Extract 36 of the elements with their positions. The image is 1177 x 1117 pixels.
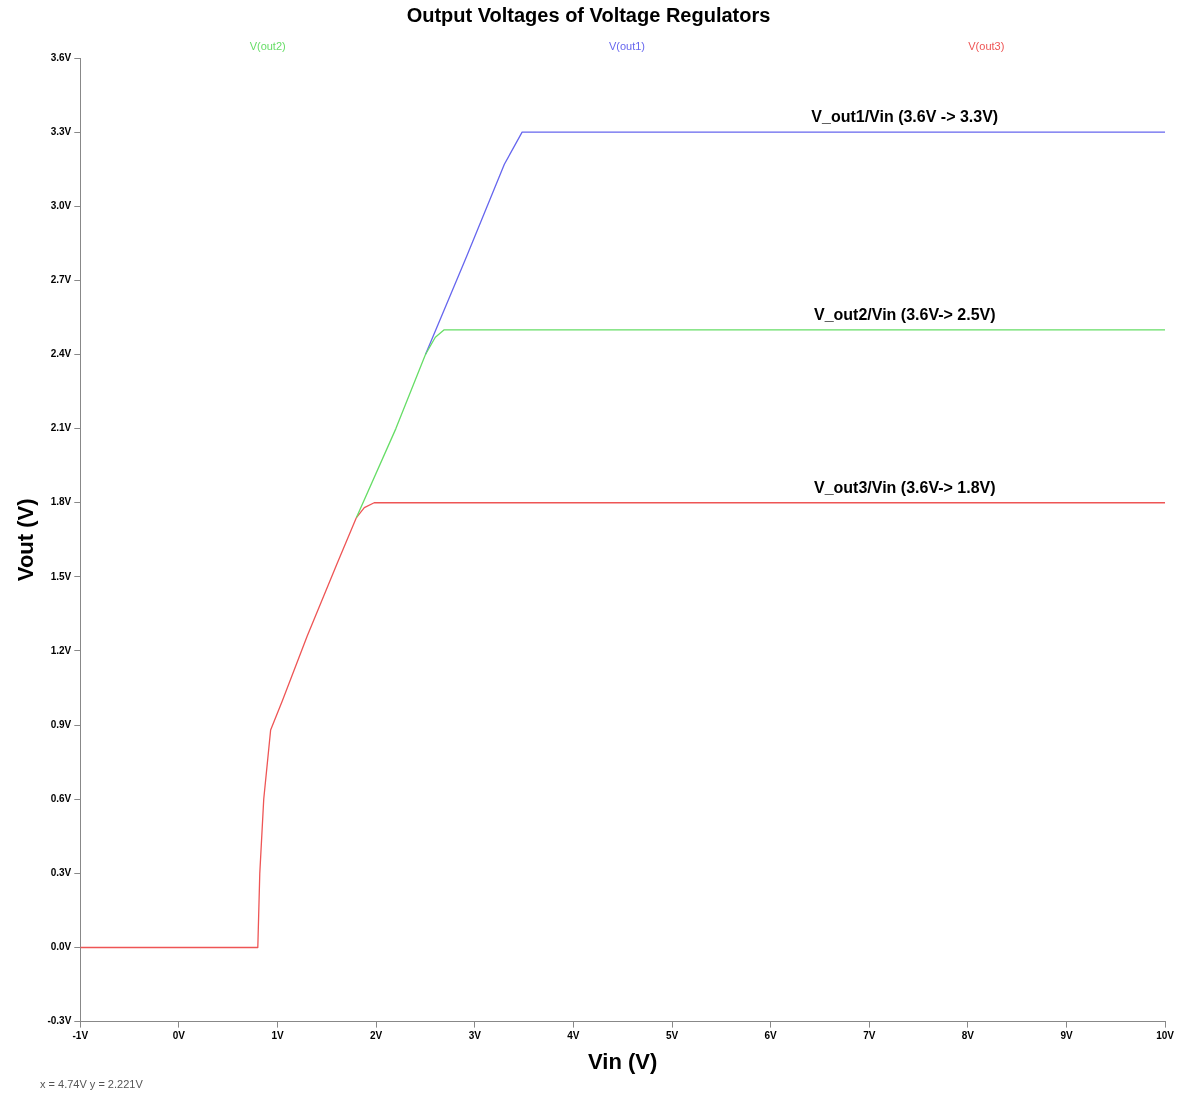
x-tick-label: 0V — [172, 1030, 186, 1042]
y-tick-label: 0.6V — [50, 792, 72, 804]
y-tick-label: 0.3V — [50, 867, 72, 879]
y-tick-label: 1.2V — [50, 644, 72, 656]
x-tick-label: 9V — [1060, 1030, 1073, 1042]
annotation: V_out2/Vin (3.6V-> 2.5V) — [813, 305, 996, 324]
y-tick-label: 1.5V — [50, 570, 72, 582]
y-axis-title: Vout (V) — [13, 498, 39, 582]
annotation: V_out3/Vin (3.6V-> 1.8V) — [813, 478, 996, 497]
x-tick-label: 4V — [567, 1030, 580, 1042]
x-tick-label: 3V — [468, 1030, 482, 1042]
y-tick-label: -0.3V — [47, 1015, 72, 1027]
y-tick-label: 3.6V — [50, 51, 72, 63]
y-tick-label: 2.7V — [50, 274, 72, 286]
x-tick-label: 1V — [271, 1030, 284, 1042]
y-tick-label: 2.1V — [50, 422, 72, 434]
x-tick-label: 7V — [863, 1030, 876, 1042]
y-tick-label: 3.3V — [50, 125, 72, 137]
x-tick-label: 6V — [764, 1030, 778, 1042]
x-tick-label: -1V — [72, 1030, 89, 1042]
x-tick-label: 8V — [961, 1030, 975, 1042]
y-tick-label: 0.0V — [50, 941, 72, 953]
text: V(out3) — [968, 40, 1005, 54]
x-tick-label: 10V — [1156, 1030, 1175, 1042]
x-axis-title: Vin (V) — [588, 1048, 658, 1074]
chart-title: Output Voltages of Voltage Regulators — [405, 3, 772, 28]
text: V(out1) — [608, 40, 646, 54]
text: x = 4.74V y = 2.221V — [40, 1078, 144, 1090]
y-tick-label: 1.8V — [50, 496, 72, 508]
y-tick-label: 3.0V — [50, 200, 72, 211]
x-tick-label: 5V — [665, 1030, 679, 1042]
annotation: V_out1/Vin (3.6V -> 3.3V) — [811, 108, 999, 127]
x-tick-label: 2V — [370, 1030, 383, 1042]
y-tick-label: 2.4V — [50, 348, 72, 360]
text: V(out2) — [249, 40, 286, 54]
y-tick-label: 0.9V — [50, 718, 72, 730]
